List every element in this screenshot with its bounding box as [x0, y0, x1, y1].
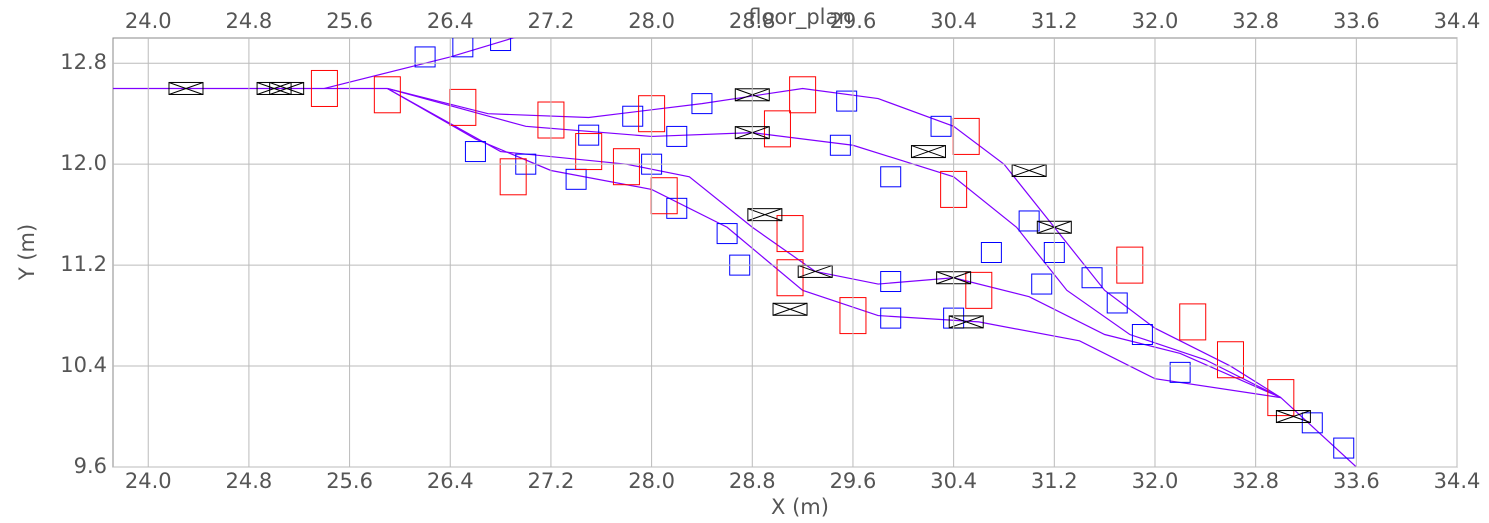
- lattice-element: [1106, 292, 1128, 314]
- element-cross: [168, 81, 204, 95]
- lattice-element: [622, 105, 644, 127]
- lattice-element: [948, 315, 984, 329]
- y-tick-label: 10.4: [60, 353, 107, 377]
- x-tick-label: 26.4: [427, 469, 474, 493]
- lattice-element: [1333, 437, 1355, 459]
- x-tick-label: 33.6: [1333, 469, 1380, 493]
- x-tick-label: 28.8: [729, 469, 776, 493]
- lattice-element: [373, 76, 401, 114]
- lattice-element: [490, 38, 512, 52]
- y-tick-label: 11.2: [60, 252, 107, 276]
- lattice-element: [565, 168, 587, 190]
- lattice-element: [880, 307, 902, 329]
- lattice-element: [414, 46, 436, 68]
- beam-line: [387, 87, 1282, 399]
- lattice-element: [1267, 379, 1295, 417]
- x-tick-label: 27.2: [528, 469, 575, 493]
- x-tick-label: 25.6: [326, 469, 373, 493]
- element-cross: [949, 315, 984, 329]
- lattice-element: [772, 302, 808, 316]
- lattice-element: [1216, 341, 1244, 379]
- lattice-element: [747, 208, 783, 222]
- element-cross: [1276, 410, 1311, 424]
- x-top-tick-label: 30.4: [930, 9, 977, 33]
- element-cross: [911, 145, 946, 159]
- x-top-tick-label: 32.0: [1132, 9, 1179, 33]
- lattice-element: [269, 81, 305, 95]
- x-tick-label: 29.6: [830, 469, 877, 493]
- x-top-tick-label: 28.8: [729, 9, 776, 33]
- lattice-element: [716, 223, 738, 245]
- x-top-tick-label: 34.4: [1434, 9, 1481, 33]
- element-cross: [772, 302, 808, 316]
- y-tick-label: 12.8: [60, 50, 107, 74]
- x-top-tick-label: 33.6: [1333, 9, 1380, 33]
- lattice-element: [310, 69, 338, 107]
- lattice-element: [575, 133, 603, 171]
- x-top-tick-label: 31.2: [1031, 9, 1078, 33]
- element-cross: [269, 81, 304, 95]
- lattice-element: [980, 242, 1002, 263]
- x-top-tick-label: 24.8: [226, 9, 273, 33]
- x-top-tick-label: 27.2: [528, 9, 575, 33]
- plot-area: [113, 38, 1357, 467]
- x-tick-label: 28.0: [628, 469, 675, 493]
- x-top-tick-label: 29.6: [830, 9, 877, 33]
- lattice-element: [776, 215, 804, 253]
- lattice-element: [829, 134, 851, 156]
- lattice-element: [464, 141, 486, 163]
- lattice-element: [965, 271, 993, 309]
- x-axis-label: X (m): [771, 495, 829, 519]
- chart-title: floor_plan: [748, 5, 851, 30]
- lattice-element: [1179, 303, 1207, 341]
- lattice-element: [1031, 273, 1053, 295]
- element-cross: [747, 208, 783, 222]
- lattice-element: [930, 115, 952, 137]
- lattice-element: [499, 158, 527, 196]
- x-top-tick-label: 24.0: [125, 9, 172, 33]
- x-top-tick-label: 25.6: [326, 9, 373, 33]
- lattice-element: [1081, 267, 1103, 289]
- lattice-element: [691, 93, 713, 115]
- x-top-tick-label: 32.8: [1232, 9, 1279, 33]
- y-tick-label: 9.6: [74, 454, 107, 478]
- x-tick-label: 32.0: [1132, 469, 1179, 493]
- element-cross: [256, 81, 292, 95]
- x-tick-label: 32.8: [1232, 469, 1279, 493]
- beam-line: [387, 87, 1357, 467]
- lattice-element: [1018, 210, 1040, 232]
- lattice-element: [578, 124, 600, 146]
- y-tick-label: 12.0: [60, 151, 107, 175]
- x-tick-label: 30.4: [930, 469, 977, 493]
- x-top-tick-label: 28.0: [628, 9, 675, 33]
- x-tick-label: 24.0: [125, 469, 172, 493]
- lattice-element: [880, 166, 902, 188]
- lattice-element: [880, 271, 902, 293]
- lattice-element: [1275, 410, 1311, 424]
- lattice-element: [789, 76, 817, 114]
- x-tick-label: 24.8: [226, 469, 273, 493]
- lattice-element: [612, 148, 640, 186]
- element-cross: [1011, 164, 1047, 177]
- lattice-element: [910, 145, 946, 159]
- x-tick-label: 31.2: [1031, 469, 1078, 493]
- lattice-element: [168, 81, 204, 95]
- x-tick-label: 34.4: [1434, 469, 1481, 493]
- element-cross: [798, 264, 833, 278]
- lattice-element: [666, 125, 688, 147]
- lattice-element: [1169, 361, 1191, 383]
- y-axis-label: Y (m): [15, 224, 39, 281]
- x-top-tick-label: 26.4: [427, 9, 474, 33]
- lattice-element: [1131, 324, 1153, 346]
- lattice-element: [836, 90, 858, 112]
- lattice-element: [763, 110, 791, 148]
- lattice-element: [452, 38, 474, 58]
